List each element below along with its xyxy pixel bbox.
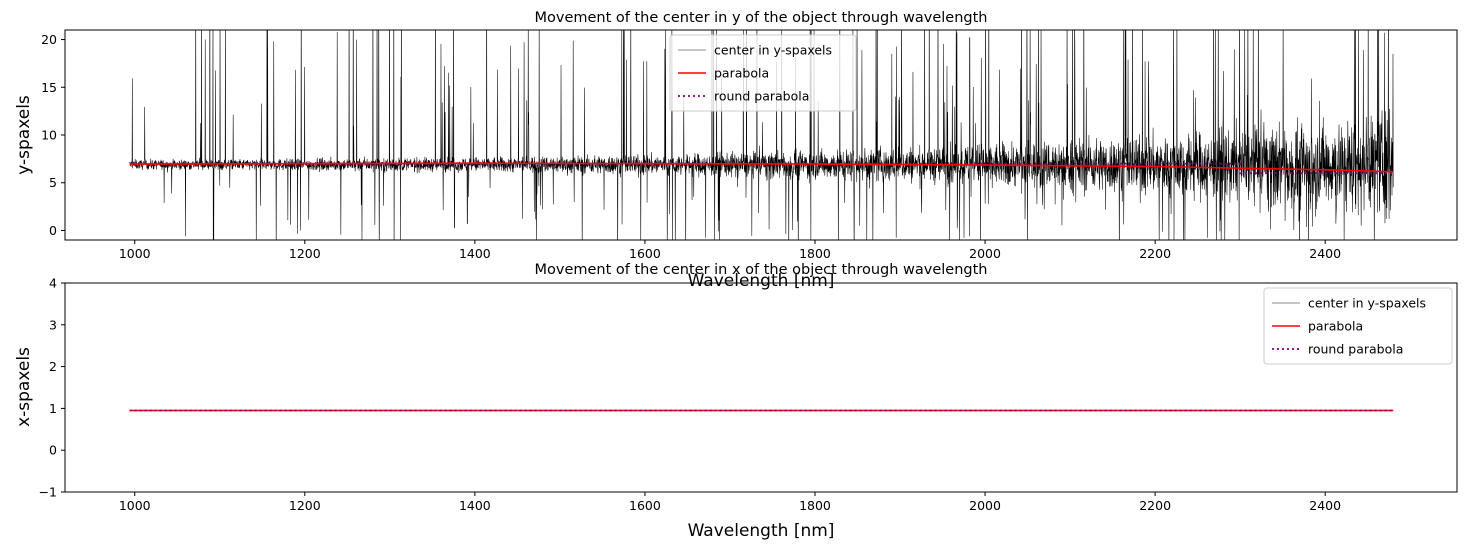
y-tick-label: 2	[49, 359, 57, 374]
y-plot-series	[129, 30, 1394, 240]
y-tick-label: 10	[41, 128, 57, 143]
x-tick-label: 2400	[1309, 246, 1341, 261]
x-center-subplot: Movement of the center in x of the objec…	[14, 262, 1458, 541]
y-tick-label: 15	[41, 80, 57, 95]
y-plot-ylabel: y-spaxels	[14, 95, 34, 175]
x-tick-label: 1400	[459, 498, 491, 513]
y-plot-frame	[64, 29, 1458, 241]
y-tick-label: 0	[49, 443, 57, 458]
x-tick-label: 1000	[119, 246, 151, 261]
x-plot-ticks: 1000 1200 1400 1600 1800 2000 2200 2400 −1 0 1 2 3 4	[39, 276, 1342, 514]
x-tick-label: 1400	[459, 246, 491, 261]
x-tick-label: 1000	[119, 498, 151, 513]
y-tick-label: 1	[49, 401, 57, 416]
y-tick-label: 20	[41, 32, 57, 47]
x-plot-title: Movement of the center in x of the objec…	[534, 262, 987, 278]
legend-box	[669, 34, 857, 112]
legend-box	[1263, 287, 1453, 365]
y-tick-label: 5	[49, 175, 57, 190]
x-tick-label: 1600	[629, 246, 661, 261]
x-plot-ylabel: x-spaxels	[14, 347, 34, 427]
x-plot-xlabel: Wavelength [nm]	[688, 521, 835, 541]
x-tick-label: 1200	[289, 246, 321, 261]
x-tick-label: 1600	[629, 498, 661, 513]
legend-label: center in y-spaxels	[714, 43, 832, 58]
y-plot-ticks: 1000 1200 1400 1600 1800 2000 2200 2400 0 5 10 15 20	[41, 32, 1341, 261]
x-tick-label: 2200	[1139, 498, 1171, 513]
y-plot-xlabel: Wavelength [nm]	[688, 271, 835, 291]
legend-label: parabola	[1308, 319, 1363, 334]
x-tick-label: 2400	[1309, 498, 1341, 513]
y-plot-legend: center in y-spaxels parabola round parabol…	[669, 34, 857, 112]
y-tick-label: 3	[49, 317, 57, 332]
x-tick-label: 2000	[969, 498, 1001, 513]
x-tick-label: 1200	[289, 498, 321, 513]
y-tick-label: 0	[49, 223, 57, 238]
x-plot-legend: center in y-spaxels parabola round parabol…	[1263, 287, 1453, 365]
x-plot-frame	[64, 282, 1458, 493]
y-tick-label: 4	[49, 276, 57, 291]
y-plot-title: Movement of the center in y of the objec…	[534, 10, 987, 26]
y-tick-label: −1	[39, 485, 57, 500]
x-tick-label: 2200	[1139, 246, 1171, 261]
y-center-subplot: Movement of the center in y of the objec…	[14, 10, 1458, 291]
x-tick-label: 1800	[799, 246, 831, 261]
series-parabola	[129, 162, 1394, 173]
legend-label: round parabola	[714, 89, 809, 104]
legend-label: parabola	[714, 66, 769, 81]
legend-label: round parabola	[1308, 342, 1403, 357]
x-tick-label: 2000	[969, 246, 1001, 261]
legend-label: center in y-spaxels	[1308, 296, 1426, 311]
x-tick-label: 1800	[799, 498, 831, 513]
